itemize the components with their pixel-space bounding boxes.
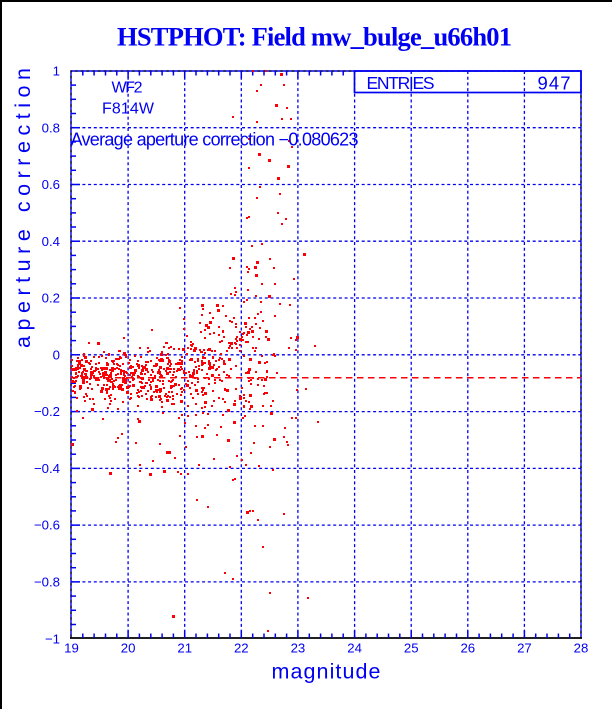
svg-text:19: 19 xyxy=(64,641,79,656)
svg-text:−0.2: −0.2 xyxy=(34,404,60,419)
svg-text:0.2: 0.2 xyxy=(42,291,60,306)
svg-text:24: 24 xyxy=(347,641,362,656)
svg-text:WF2: WF2 xyxy=(112,80,143,97)
svg-text:23: 23 xyxy=(291,641,306,656)
svg-text:947: 947 xyxy=(538,73,571,94)
svg-text:ENTRIES: ENTRIES xyxy=(367,73,435,93)
svg-text:26: 26 xyxy=(460,641,475,656)
svg-text:−1: −1 xyxy=(45,631,60,646)
svg-text:magnitude: magnitude xyxy=(272,659,381,683)
svg-text:22: 22 xyxy=(234,641,249,656)
svg-text:1: 1 xyxy=(53,64,60,79)
svg-text:0.8: 0.8 xyxy=(42,120,60,135)
svg-text:−0.8: −0.8 xyxy=(34,575,60,590)
svg-text:0.4: 0.4 xyxy=(42,234,60,249)
svg-text:Average aperture correction −0: Average aperture correction −0.080623 xyxy=(71,129,359,149)
svg-text:−0.6: −0.6 xyxy=(34,518,60,533)
svg-text:27: 27 xyxy=(517,641,532,656)
svg-text:HSTPHOT: Field mw_bulge_u66h01: HSTPHOT: Field mw_bulge_u66h01 xyxy=(117,22,512,52)
svg-text:28: 28 xyxy=(574,641,589,656)
svg-text:20: 20 xyxy=(121,641,136,656)
svg-text:0.6: 0.6 xyxy=(42,177,60,192)
svg-text:0: 0 xyxy=(53,347,60,362)
svg-text:25: 25 xyxy=(404,641,419,656)
svg-text:21: 21 xyxy=(177,641,192,656)
svg-text:aperture correction: aperture correction xyxy=(11,68,35,348)
svg-text:F814W: F814W xyxy=(102,100,155,117)
svg-text:−0.4: −0.4 xyxy=(34,461,60,476)
